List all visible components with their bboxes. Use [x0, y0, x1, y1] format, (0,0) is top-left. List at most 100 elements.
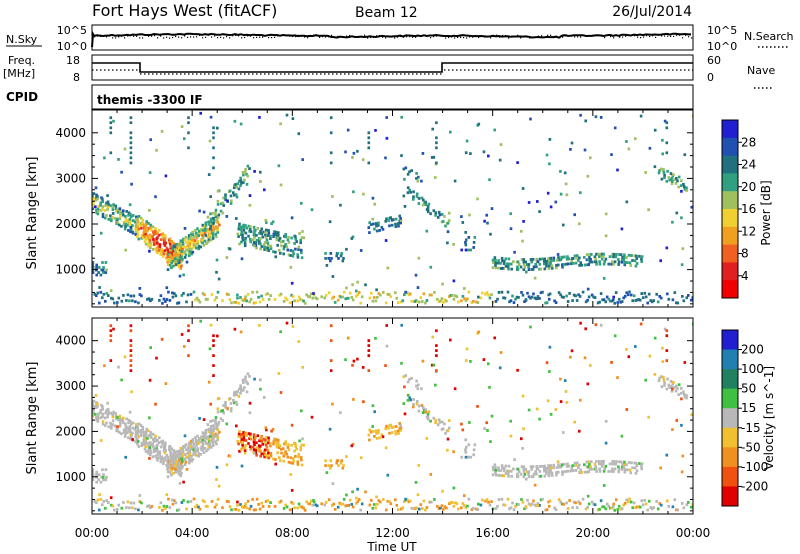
velocity-cell: [141, 425, 145, 429]
power-cell: [99, 201, 103, 205]
power-cell: [239, 184, 242, 188]
nsearch-point: [106, 36, 108, 38]
power-cell: [579, 113, 582, 117]
power-cell: [489, 232, 492, 236]
velocity-cell: [239, 391, 242, 395]
velocity-cell: [148, 446, 152, 449]
power-cell: [274, 230, 278, 234]
velocity-cell: [128, 506, 131, 510]
power-cell: [259, 180, 262, 183]
velocity-cell: [683, 361, 687, 364]
velocity-cell: [567, 464, 571, 468]
velocity-cell: [284, 450, 287, 454]
power-cell: [116, 301, 119, 304]
power-cell: [277, 238, 281, 242]
velocity-cell: [627, 355, 631, 359]
velocity-cell: [279, 447, 283, 451]
power-cell: [122, 223, 126, 227]
power-cell: [171, 259, 174, 263]
power-cell: [529, 117, 532, 121]
velocity-cell: [434, 421, 437, 425]
velocity-cell: [434, 418, 438, 422]
power-cell: [156, 244, 160, 247]
velocity-cell: [375, 432, 378, 435]
power-cell: [300, 201, 303, 205]
velocity-cell: [187, 324, 190, 328]
power-cell: [194, 244, 197, 247]
velocity-cell: [294, 445, 297, 448]
power-cell: [189, 235, 193, 238]
velocity-cell: [406, 380, 410, 384]
velocity-cell: [425, 437, 429, 440]
power-cell: [665, 179, 669, 183]
power-colorbar-tick-label: 20: [741, 180, 756, 194]
power-cell: [561, 265, 564, 269]
velocity-cell: [120, 432, 123, 436]
power-cell: [210, 293, 214, 296]
power-cell: [117, 223, 121, 227]
power-cell: [124, 215, 127, 218]
velocity-cell: [116, 415, 119, 419]
velocity-cell: [197, 452, 201, 455]
velocity-cell: [297, 340, 301, 343]
velocity-cell: [164, 382, 168, 385]
power-cell: [554, 200, 558, 204]
power-cell: [634, 299, 637, 302]
power-cell: [288, 301, 292, 305]
power-cell: [267, 244, 270, 247]
power-cell: [129, 230, 132, 234]
velocity-cell: [613, 508, 616, 512]
power-cell: [149, 241, 152, 245]
power-cell: [665, 141, 669, 145]
power-cell: [241, 233, 244, 237]
power-cell: [255, 233, 258, 237]
nsearch-label: N.Search: [744, 30, 794, 43]
power-cell: [106, 194, 109, 197]
velocity-cell: [683, 395, 687, 399]
power-cell: [267, 231, 271, 235]
power-cell: [293, 242, 296, 245]
power-cell: [163, 239, 167, 242]
velocity-cell: [296, 506, 299, 510]
velocity-cell: [402, 402, 406, 405]
velocity-cell: [166, 465, 170, 469]
velocity-cell: [96, 420, 100, 423]
power-cell: [590, 253, 593, 256]
power-cell: [398, 214, 401, 218]
velocity-cell: [621, 465, 624, 469]
power-cell: [173, 247, 177, 251]
velocity-cell: [279, 330, 282, 334]
velocity-cell: [210, 427, 213, 431]
velocity-cell: [111, 423, 114, 426]
power-cell: [514, 297, 517, 301]
power-cell: [439, 299, 442, 303]
velocity-cell: [300, 463, 304, 467]
power-cell: [148, 238, 152, 242]
power-cell: [209, 212, 212, 216]
velocity-cell: [149, 448, 152, 452]
nsearch-point: [541, 35, 543, 37]
velocity-cell: [566, 469, 570, 473]
power-cell: [548, 138, 552, 141]
power-cell: [555, 266, 558, 270]
velocity-cell: [106, 415, 109, 419]
velocity-cell: [540, 464, 544, 468]
power-cell: [392, 218, 395, 221]
nsearch-point: [571, 34, 573, 36]
velocity-cell: [396, 429, 400, 433]
velocity-cell: [248, 507, 251, 511]
power-cell: [625, 256, 628, 259]
velocity-cell: [539, 474, 543, 478]
velocity-cell: [424, 410, 428, 414]
power-cell: [138, 293, 142, 296]
power-cell: [105, 292, 109, 295]
power-cell: [201, 231, 205, 235]
power-colorbar-swatch: [722, 226, 738, 246]
power-cell: [174, 260, 177, 264]
velocity-colorbar-swatch: [722, 427, 738, 448]
power-cell: [502, 262, 506, 265]
power-cell: [257, 295, 260, 299]
velocity-cell: [124, 427, 128, 431]
velocity-cell: [135, 423, 138, 426]
power-cell: [99, 273, 103, 277]
